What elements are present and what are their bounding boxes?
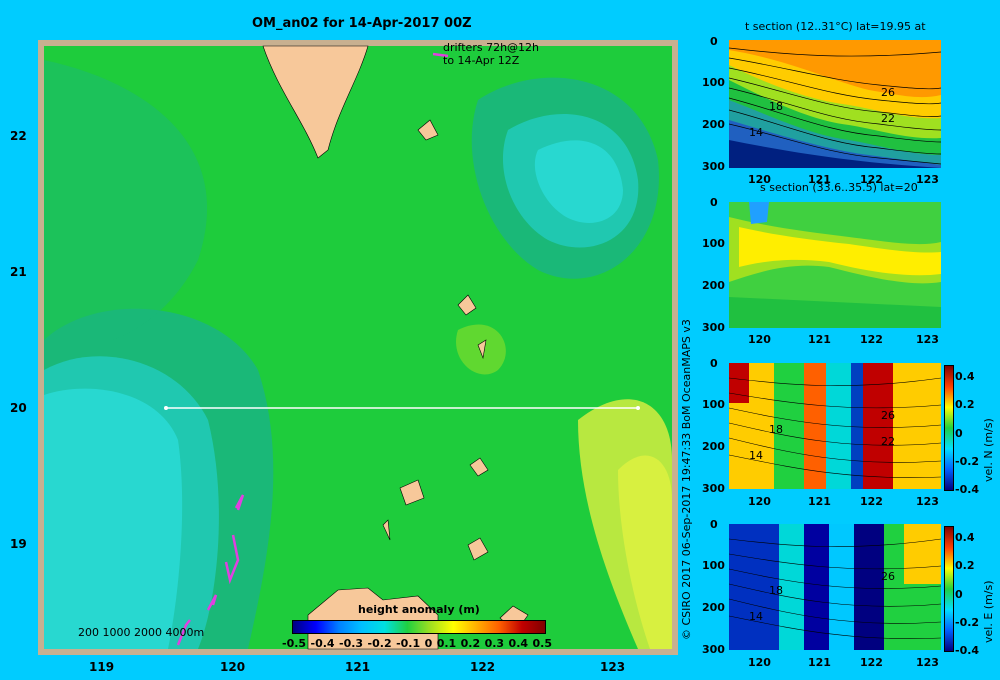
panel4-xtick: 123 [916, 656, 939, 669]
vel-n-cbar-tick: 0 [955, 427, 963, 440]
drifters-note-line2: to 14-Apr 12Z [443, 54, 520, 67]
panel2-ytick: 300 [702, 321, 725, 334]
vel-n-cbar-tick: -0.2 [955, 455, 980, 468]
temperature-section-title: t section (12..31°C) lat=19.95 at [745, 20, 926, 33]
vel-e-cbar-tick: -0.2 [955, 616, 980, 629]
panel4-xtick: 122 [860, 656, 883, 669]
panel1-ytick: 300 [702, 160, 725, 173]
svg-text:26: 26 [881, 409, 895, 422]
vel-n-label: vel. N (m/s) [982, 418, 995, 482]
lat-tick: 22 [10, 129, 27, 143]
vel-e-cbar-tick: 0 [955, 588, 963, 601]
lat-tick: 20 [10, 401, 27, 415]
panel1-ytick: 0 [710, 35, 718, 48]
panel1-xtick: 121 [808, 173, 831, 186]
svg-text:26: 26 [881, 570, 895, 583]
svg-text:18: 18 [769, 423, 783, 436]
svg-text:14: 14 [749, 610, 763, 623]
salinity-section [729, 202, 941, 328]
panel3-xtick: 121 [808, 495, 831, 508]
height-anomaly-colorbar [292, 620, 546, 634]
lon-tick: 121 [345, 660, 371, 674]
panel4-ytick: 300 [702, 643, 725, 656]
panel3-xtick: 120 [748, 495, 771, 508]
svg-text:22: 22 [881, 435, 895, 448]
panel3-xtick: 122 [860, 495, 883, 508]
panel4-ytick: 200 [702, 601, 725, 614]
vel-e-colorbar [944, 526, 954, 652]
svg-text:18: 18 [769, 100, 783, 113]
lat-tick: 19 [10, 537, 27, 551]
svg-text:18: 18 [769, 584, 783, 597]
credit-text: © CSIRO 2017 06-Sep-2017 19:47:33 BoM Oc… [680, 319, 693, 640]
height-anomaly-map [38, 40, 678, 655]
lat-tick: 21 [10, 265, 27, 279]
panel3-xtick: 123 [916, 495, 939, 508]
lon-tick: 123 [600, 660, 626, 674]
panel3-ytick: 0 [710, 357, 718, 370]
panel4-xtick: 121 [808, 656, 831, 669]
panel4-ytick: 0 [710, 518, 718, 531]
lon-tick: 119 [89, 660, 115, 674]
panel2-ytick: 100 [702, 237, 725, 250]
colorbar-title: height anomaly (m) [358, 603, 480, 616]
svg-text:26: 26 [881, 86, 895, 99]
svg-text:22: 22 [881, 112, 895, 125]
lon-tick: 122 [470, 660, 496, 674]
drifter-tracks [176, 52, 449, 646]
svg-text:14: 14 [749, 126, 763, 139]
panel2-xtick: 123 [916, 333, 939, 346]
svg-text:14: 14 [749, 449, 763, 462]
vel-n-cbar-tick: -0.4 [955, 483, 980, 496]
vel-e-cbar-tick: -0.4 [955, 644, 980, 657]
panel4-ytick: 100 [702, 559, 725, 572]
panel2-xtick: 121 [808, 333, 831, 346]
colorbar-ticks: -0.5 -0.4 -0.3 -0.2 -0.1 0 0.1 0.2 0.3 0.4 0.5 [282, 637, 552, 650]
panel1-xtick: 122 [860, 173, 883, 186]
vel-n-cbar-tick: 0.2 [955, 398, 975, 411]
panel1-xtick: 120 [748, 173, 771, 186]
panel3-ytick: 200 [702, 440, 725, 453]
depth-legend: 200 1000 2000 4000m [78, 626, 205, 639]
panel1-ytick: 100 [702, 76, 725, 89]
panel2-ytick: 200 [702, 279, 725, 292]
panel1-ytick: 200 [702, 118, 725, 131]
drifters-note-line1: drifters 72h@12h [443, 41, 540, 54]
vel-n-cbar-tick: 0.4 [955, 370, 975, 383]
vel-e-cbar-tick: 0.4 [955, 531, 975, 544]
northward-velocity-section: 18 14 26 22 [729, 363, 941, 489]
panel3-ytick: 300 [702, 482, 725, 495]
panel1-xtick: 123 [916, 173, 939, 186]
vel-n-colorbar [944, 365, 954, 491]
eastward-velocity-section: 18 14 26 [729, 524, 941, 650]
panel3-ytick: 100 [702, 398, 725, 411]
panel2-xtick: 122 [860, 333, 883, 346]
map-title: OM_an02 for 14-Apr-2017 00Z [252, 16, 472, 31]
vel-e-cbar-tick: 0.2 [955, 559, 975, 572]
panel2-xtick: 120 [748, 333, 771, 346]
lon-tick: 120 [220, 660, 246, 674]
panel4-xtick: 120 [748, 656, 771, 669]
salinity-section-title: s section (33.6..35.5) lat=20 [760, 181, 918, 194]
temperature-section: 18 14 26 22 [729, 40, 941, 168]
vel-e-label: vel. E (m/s) [982, 580, 995, 643]
panel2-ytick: 0 [710, 196, 718, 209]
